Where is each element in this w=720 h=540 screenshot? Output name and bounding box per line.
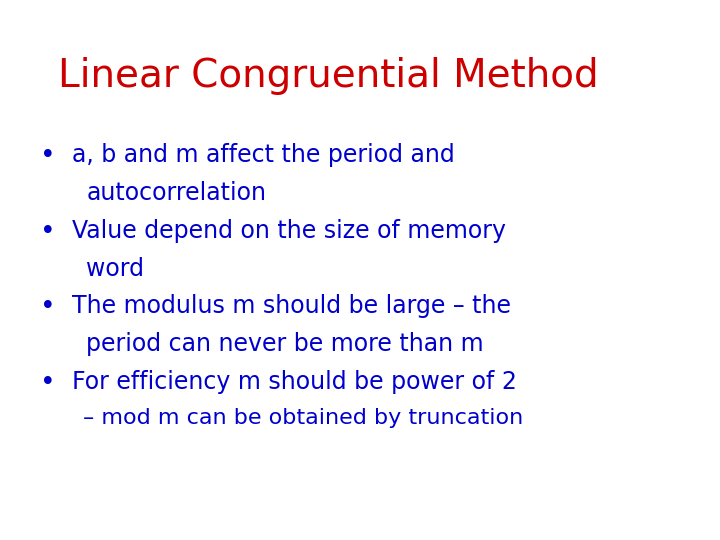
Text: •: • [40,294,55,320]
Text: a, b and m affect the period and: a, b and m affect the period and [72,143,455,167]
Text: •: • [40,143,55,169]
Text: word: word [86,256,145,280]
Text: period can never be more than m: period can never be more than m [86,332,484,356]
Text: Value depend on the size of memory: Value depend on the size of memory [72,219,506,242]
Text: Linear Congruential Method: Linear Congruential Method [58,57,598,94]
Text: •: • [40,370,55,396]
Text: •: • [40,219,55,245]
Text: The modulus m should be large – the: The modulus m should be large – the [72,294,511,318]
Text: – mod m can be obtained by truncation: – mod m can be obtained by truncation [83,408,523,428]
Text: For efficiency m should be power of 2: For efficiency m should be power of 2 [72,370,517,394]
Text: autocorrelation: autocorrelation [86,181,266,205]
